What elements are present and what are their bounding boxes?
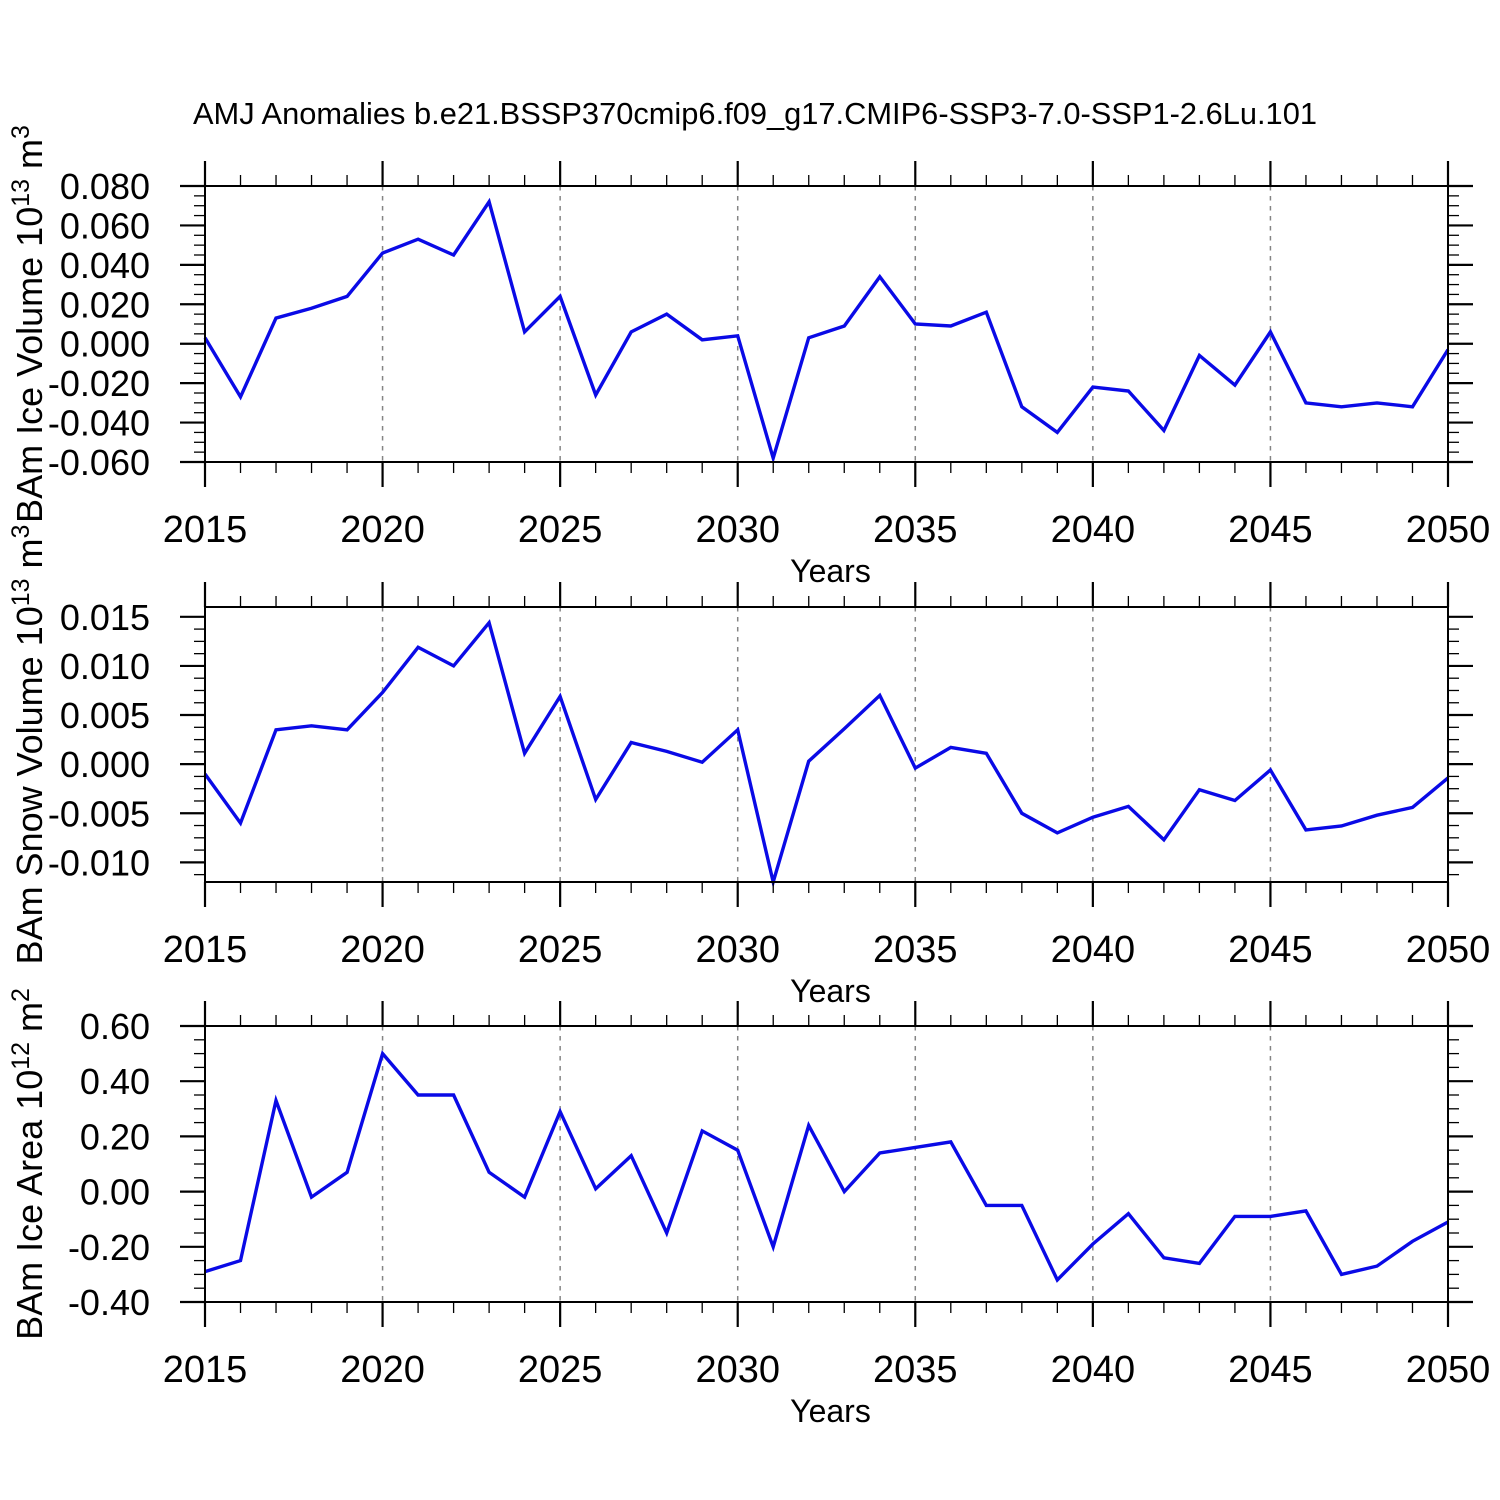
plot-frame [204,606,1449,883]
ice-area-line [204,1050,1449,1283]
x-tick-label: 2040 [1051,509,1136,551]
y-tick-label: -0.20 [68,1227,150,1268]
x-axis-title: Years [790,1393,871,1429]
plot-frame [204,185,1449,463]
x-tick-label: 2020 [340,509,425,551]
y-tick-label: -0.005 [48,793,150,834]
y-tick-label: 0.040 [60,245,150,286]
y-tick-label: 0.00 [80,1172,150,1213]
x-tick-label: 2035 [873,509,958,551]
x-tick-label: 2050 [1406,509,1491,551]
x-tick-label: 2015 [163,929,248,971]
x-tick-label: 2025 [518,929,603,971]
snow-volume-line [203,619,1450,889]
x-tick-label: 2035 [873,929,958,971]
x-tick-label: 2030 [695,509,780,551]
x-tick-label: 2025 [518,509,603,551]
y-tick-label: 0.015 [60,597,150,638]
x-tick-label: 2020 [340,929,425,971]
x-tick-label: 2050 [1406,1349,1491,1391]
y-tick-label: 0.60 [80,1006,150,1047]
y-tick-label: 0.060 [60,205,150,246]
x-axis-title: Years [790,973,871,1009]
y-tick-label: 0.005 [60,695,150,736]
x-tick-label: 2025 [518,1349,603,1391]
y-tick-label: -0.40 [68,1282,150,1323]
y-tick-label: 0.020 [60,284,150,325]
x-tick-label: 2030 [695,929,780,971]
x-tick-label: 2050 [1406,929,1491,971]
panels-group: 0.0800.0600.0400.0200.000-0.020-0.040-0.… [7,125,1490,1429]
y-tick-label: 0.080 [60,166,150,207]
x-axis-title: Years [790,553,871,589]
y-axis-title: BAm Ice Area 1012 m2 [7,988,50,1340]
x-tick-label: 2030 [695,1349,780,1391]
panel-ice-volume: 0.0800.0600.0400.0200.000-0.020-0.040-0.… [7,125,1490,589]
y-tick-label: -0.020 [48,363,150,404]
x-tick-label: 2045 [1228,1349,1313,1391]
y-tick-label: 0.000 [60,324,150,365]
y-tick-label: -0.040 [48,403,150,444]
y-axis-title: BAm Snow Volume 1013 m3 [7,525,50,965]
x-tick-label: 2020 [340,1349,425,1391]
panel-snow-volume: 0.015 0.010 0.005 0.000 -0.005 -0.010 2015 2020… [7,525,1490,1009]
y-tick-label: 0.000 [60,744,150,785]
x-tick-label: 2040 [1051,929,1136,971]
x-tick-label: 2045 [1228,509,1313,551]
x-tick-label: 2015 [163,509,248,551]
y-tick-label: -0.060 [48,442,150,483]
x-tick-label: 2015 [163,1349,248,1391]
x-tick-label: 2035 [873,1349,958,1391]
y-tick-label: 0.40 [80,1061,150,1102]
panel-ice-area: 0.60 0.40 0.20 0.00 -0.20 -0.40 2015 2020 2025 20… [7,988,1490,1429]
chart-title: AMJ Anomalies b.e21.BSSP370cmip6.f09_g17… [193,96,1317,131]
plot-frame [204,1025,1449,1303]
y-tick-label: 0.010 [60,646,150,687]
x-tick-label: 2045 [1228,929,1313,971]
y-axis-title: BAm Ice Volume 1013 m3 [7,125,50,523]
y-tick-label: 0.20 [80,1116,150,1157]
x-tick-label: 2040 [1051,1349,1136,1391]
y-tick-label: -0.010 [48,842,150,883]
ice-volume-line [203,197,1450,465]
